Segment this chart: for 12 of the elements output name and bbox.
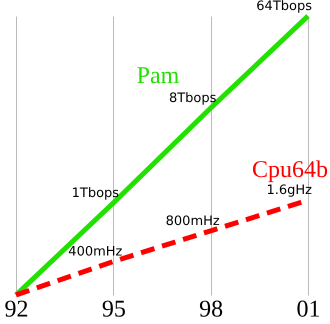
series-label: Pam [136,63,180,89]
series-label: Cpu64b [252,157,328,184]
annotation: 800mHz [166,214,220,229]
annotation: 8Tbops [168,91,217,106]
x-tick-label: 01 [296,296,320,322]
x-tick-label: 92 [4,296,28,322]
x-tick-label: 98 [199,296,224,322]
annotation: 400mHz [68,244,123,260]
annotation: 1.6gHz [266,183,312,198]
x-tick-label: 95 [102,296,126,322]
annotation: 1Tbops [72,186,120,201]
annotation: 64Tbops [256,0,312,14]
